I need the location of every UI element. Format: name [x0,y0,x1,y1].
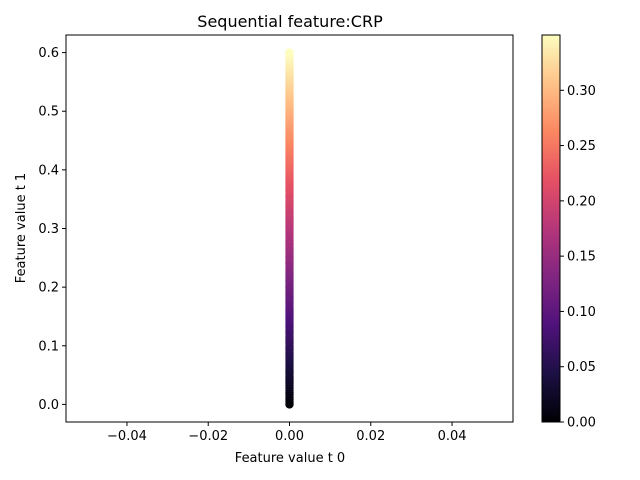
y-axis: 0.0 0.1 0.2 0.3 0.4 0.5 0.6 [38,46,66,413]
y-tick-label: 0.2 [38,281,59,296]
y-tick-label: 0.6 [38,46,59,61]
x-tick-label: 0.00 [275,429,304,444]
y-tick-label: 0.1 [38,339,59,354]
x-tick-label: 0.02 [356,429,385,444]
y-tick-label: 0.5 [38,105,59,120]
colorbar-tick-label: 0.30 [567,84,596,99]
colorbar-frame [541,34,561,423]
x-axis: −0.04 −0.02 0.00 0.02 0.04 [107,422,467,444]
colorbar [542,35,560,422]
x-tick-label: 0.04 [438,429,467,444]
colorbar-tick-label: 0.05 [567,360,596,375]
chart-title: Sequential feature:CRP [197,12,383,31]
x-tick-label: −0.04 [107,429,147,444]
colorbar-tick-label: 0.20 [567,194,596,209]
y-axis-label: Feature value t 1 [14,173,29,283]
x-axis-label: Feature value t 0 [235,451,345,466]
colorbar-axis: 0.00 0.05 0.10 0.15 0.20 0.25 0.30 [560,84,596,431]
colorbar-tick-label: 0.25 [567,139,596,154]
x-tick-label: −0.02 [188,429,228,444]
colorbar-tick-label: 0.00 [567,416,596,431]
scatter-points [285,48,294,409]
scatter-point [285,48,294,57]
y-tick-label: 0.3 [38,222,59,237]
y-tick-label: 0.4 [38,163,59,178]
colorbar-tick-label: 0.15 [567,250,596,265]
colorbar-tick-label: 0.10 [567,305,596,320]
y-tick-label: 0.0 [38,398,59,413]
